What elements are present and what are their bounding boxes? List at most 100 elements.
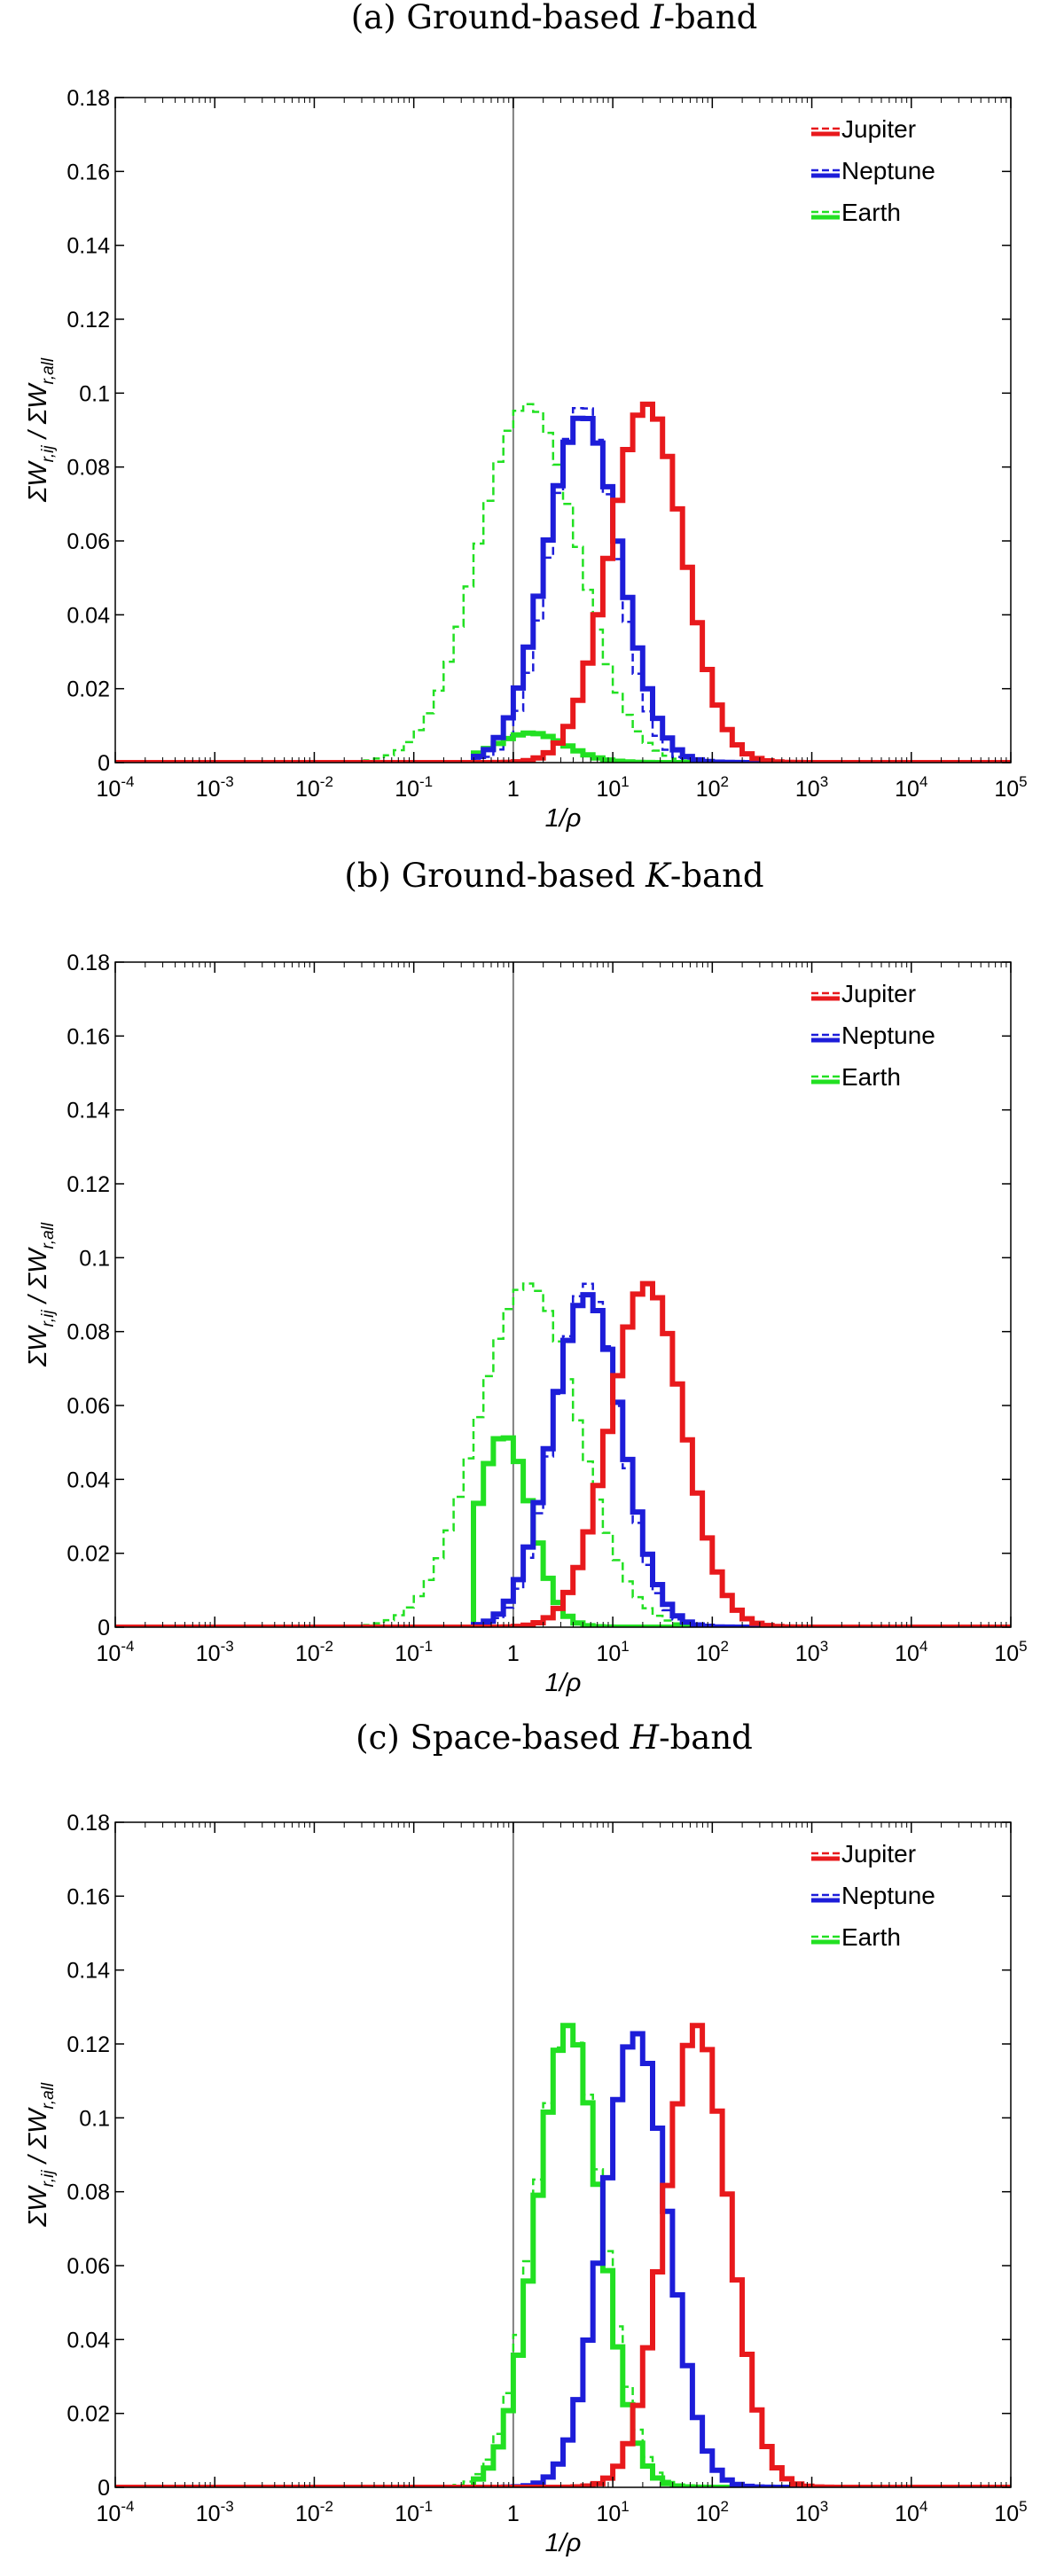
x-tick-exponent: 4 [919,1638,927,1655]
chart-title: (c) Space-based H-band [356,1719,753,1757]
series-neptune-dashed [115,407,1011,763]
legend-label-neptune: Neptune [841,1022,935,1049]
y-label-part: ΣW [24,2185,52,2228]
x-tick-exponent: -4 [121,773,134,790]
x-tick-label: 105 [994,2498,1027,2526]
series-neptune-solid [115,1292,1011,1627]
x-tick-exponent: 5 [1019,2498,1027,2515]
x-tick-label: 102 [696,2498,729,2526]
x-tick-base: 10 [994,2502,1019,2526]
x-tick-label: 10-4 [97,2498,135,2526]
legend-label-earth: Earth [841,199,901,226]
x-tick-label: 103 [795,773,828,802]
y-label-sub: r,ij [39,445,58,463]
y-tick-label: 0.06 [66,529,110,554]
y-label-part: / ΣW [24,2107,52,2171]
x-tick-base: 10 [596,777,621,802]
x-tick-label: 104 [895,2498,927,2526]
x-tick-base: 10 [97,2502,121,2526]
x-tick-base: 10 [795,777,820,802]
legend-label-jupiter: Jupiter [841,980,916,1007]
x-tick-exponent: 4 [919,773,927,790]
y-label-part: ΣW [24,1325,52,1367]
x-tick-base: 10 [295,777,320,802]
x-tick-exponent: 3 [820,2498,828,2515]
y-label-sub: r,all [39,1222,58,1249]
series-neptune-solid [115,415,1011,763]
x-tick-label: 104 [895,1638,927,1666]
y-tick-label: 0.14 [66,1959,110,1984]
plot-series [115,2023,1011,2487]
x-tick-label: 10-1 [395,773,433,802]
x-tick-label: 101 [596,1638,629,1666]
x-tick-base: 10 [895,2502,919,2526]
x-axis-label: 1/ρ [545,2529,582,2557]
x-tick-base: 10 [895,777,919,802]
x-tick-label: 103 [795,2498,828,2526]
x-tick-label: 10-2 [295,2498,333,2526]
x-tick-exponent: 4 [919,2498,927,2515]
legend-label-jupiter: Jupiter [841,115,916,143]
x-tick-exponent: -4 [121,1638,134,1655]
x-tick-base: 10 [395,2502,419,2526]
axes-box [114,961,1012,1628]
x-tick-base: 10 [596,1641,621,1666]
x-tick-exponent: 3 [820,1638,828,1655]
x-tick-exponent: -2 [320,1638,333,1655]
x-tick-base: 10 [395,777,419,802]
y-label-part: ΣW [24,460,52,503]
y-tick-label: 0 [98,1616,110,1640]
y-tick-label: 0.08 [66,456,110,481]
x-tick-exponent: 5 [1019,1638,1027,1655]
y-label-sub: r,all [39,357,58,384]
x-tick-label: 10-1 [395,1638,433,1666]
x-tick-exponent: -1 [419,1638,433,1655]
chart-title-prefix: (b) Ground-based [344,857,645,895]
x-tick-label: 10-3 [196,2498,234,2526]
y-tick-label: 0.06 [66,1394,110,1419]
x-tick-label: 10-3 [196,773,234,802]
x-axis-label: 1/ρ [545,804,582,833]
y-tick-label: 0.06 [66,2254,110,2279]
series-jupiter-dashed [115,2024,1011,2487]
y-axis-label: ΣWr,ij / ΣWr,all [24,2082,58,2228]
y-tick-label: 0.18 [66,86,110,111]
series-earth-solid [115,2023,1011,2487]
series-jupiter-solid [115,2023,1011,2487]
axes-box [114,1821,1012,2488]
legend-label-jupiter: Jupiter [841,1840,916,1867]
x-tick-exponent: -1 [419,773,433,790]
x-tick-exponent: -3 [221,1638,234,1655]
chart-panel-1: (a) Ground-based I-band 0 0.02 0.04 0.06 0.08… [24,0,1028,833]
y-tick-label: 0.18 [66,951,110,975]
x-tick-exponent: 2 [721,2498,729,2515]
y-tick-label: 0.12 [66,1172,110,1197]
legend-label-neptune: Neptune [841,157,935,184]
x-tick-exponent: -3 [221,773,234,790]
series-jupiter-solid [115,1280,1011,1627]
x-tick-label: 1 [507,777,520,802]
plot-series [115,1280,1011,1627]
y-tick-label: 0.04 [66,1468,110,1492]
y-tick-label: 0.14 [66,234,110,259]
x-tick-exponent: -1 [419,2498,433,2515]
plot-series [115,401,1011,763]
y-label-part: / ΣW [24,1247,52,1311]
x-tick-exponent: 3 [820,773,828,790]
series-jupiter-solid [115,401,1011,763]
series-neptune-solid [115,2031,1011,2487]
x-tick-label: 10-4 [97,773,135,802]
x-tick-exponent: -2 [320,2498,333,2515]
y-tick-label: 0.12 [66,308,110,333]
x-tick-exponent: 2 [721,1638,729,1655]
chart-title-band: I [650,0,665,36]
x-tick-base: 10 [696,1641,721,1666]
x-tick-label: 105 [994,1638,1027,1666]
y-tick-label: 0.02 [66,677,110,702]
x-tick-base: 10 [295,2502,320,2526]
series-earth-solid [115,1435,1011,1627]
chart-title-band: H [630,1719,660,1757]
x-tick-base: 10 [97,1641,121,1666]
y-tick-label: 0 [98,2476,110,2501]
